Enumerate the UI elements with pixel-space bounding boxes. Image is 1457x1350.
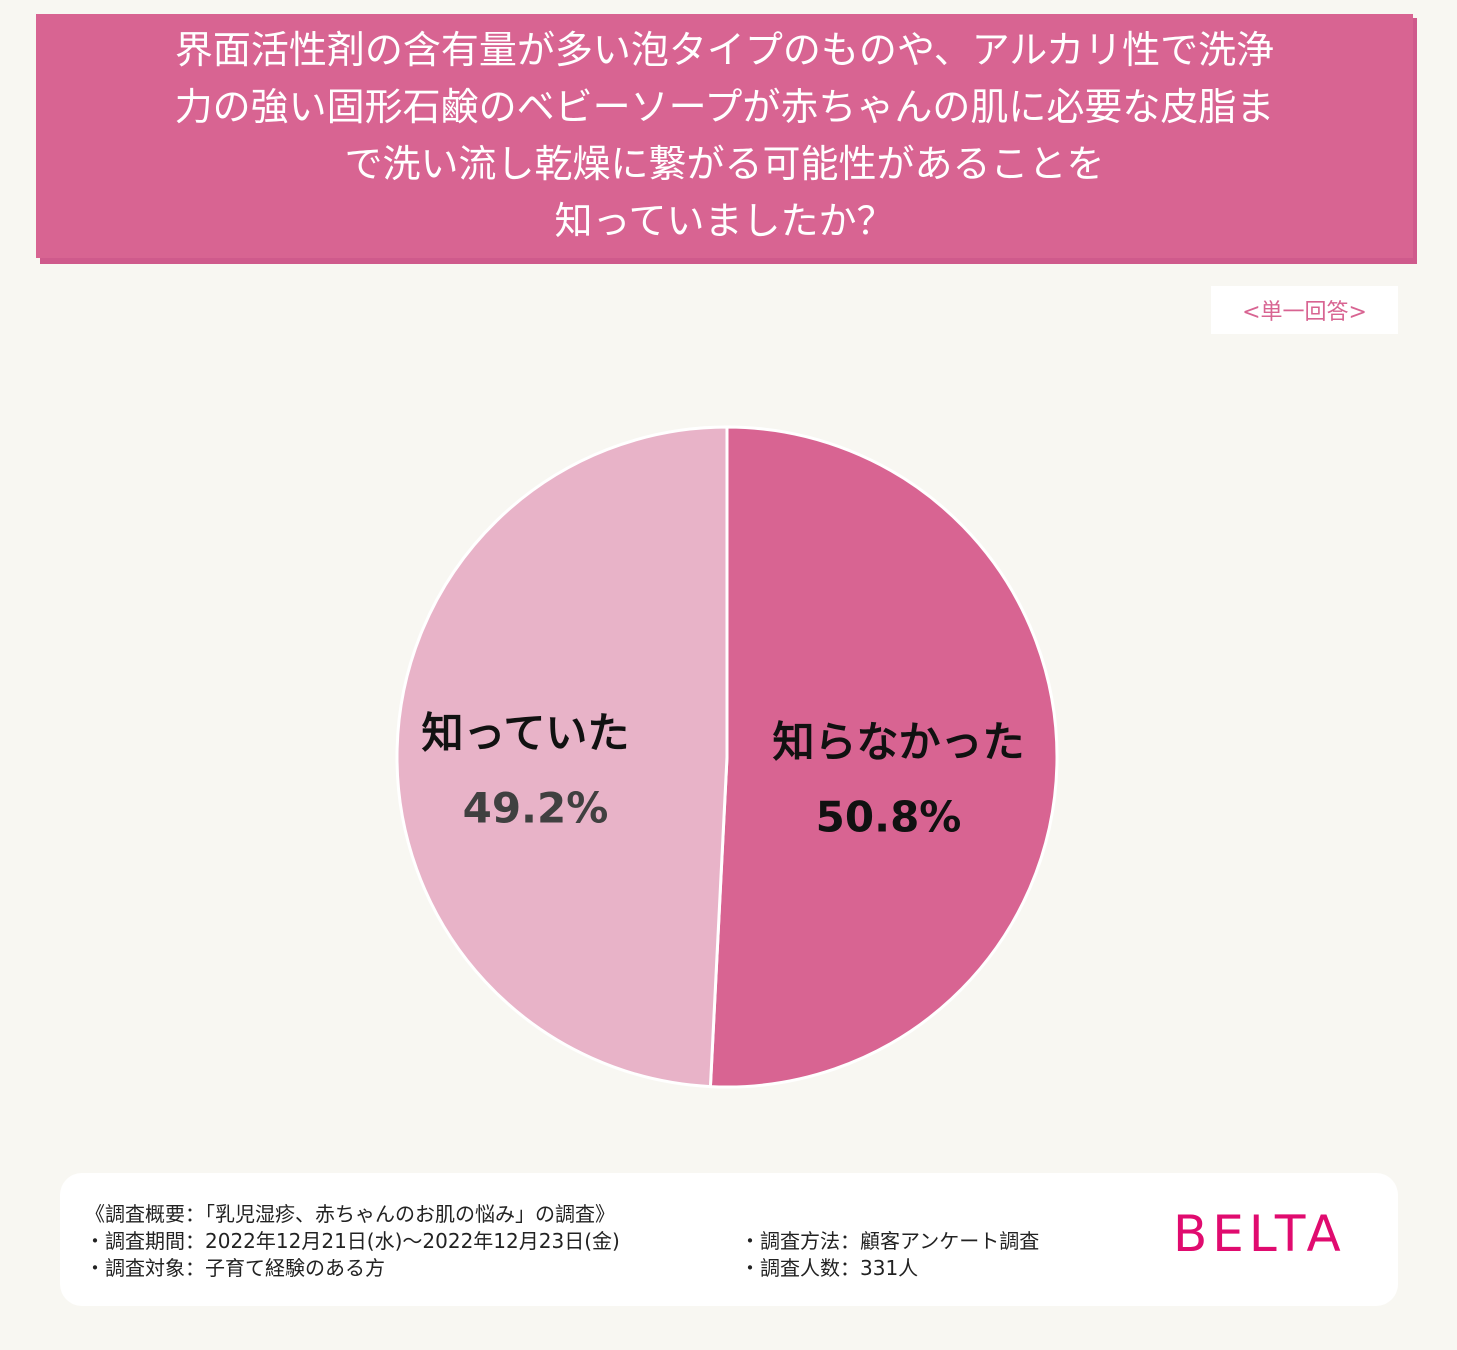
pie-slice bbox=[708, 425, 1059, 1089]
slice-label: 知っていた bbox=[422, 709, 630, 758]
brand-logo: BELTA bbox=[1173, 1205, 1346, 1263]
survey-overview: 《調査概要：「乳児湿疹、赤ちゃんのお肌の悩み」の調査》 bbox=[85, 1202, 615, 1226]
survey-footer: 《調査概要：「乳児湿疹、赤ちゃんのお肌の悩み」の調査》 ・調査期間：2022年1… bbox=[60, 1173, 1398, 1306]
survey-count: ・調査人数：331人 bbox=[740, 1256, 919, 1280]
title-line: 知っていましたか？ bbox=[554, 199, 895, 243]
pie-slice bbox=[395, 425, 729, 1089]
slice-label: 知らなかった bbox=[773, 717, 1025, 766]
title-line: で洗い流し乾燥に繋がる可能性があることを bbox=[344, 142, 1105, 186]
title-line: 力の強い固形石鹸のベビーソープが赤ちゃんの肌に必要な皮脂ま bbox=[174, 85, 1275, 129]
slice-value-label: 49.2% bbox=[463, 784, 609, 833]
chart-title: 界面活性剤の含有量が多い泡タイプのものや、アルカリ性で洗浄 力の強い固形石鹸のベ… bbox=[36, 14, 1413, 258]
survey-target: ・調査対象：子育て経験のある方 bbox=[85, 1256, 385, 1280]
survey-period: ・調査期間：2022年12月21日(水)～2022年12月23日(金) bbox=[85, 1229, 620, 1253]
title-line: 界面活性剤の含有量が多い泡タイプのものや、アルカリ性で洗浄 bbox=[174, 28, 1275, 72]
answer-type-label: <単一回答> bbox=[1211, 286, 1398, 334]
survey-method: ・調査方法：顧客アンケート調査 bbox=[740, 1229, 1040, 1253]
slice-value-label: 50.8% bbox=[816, 792, 962, 841]
